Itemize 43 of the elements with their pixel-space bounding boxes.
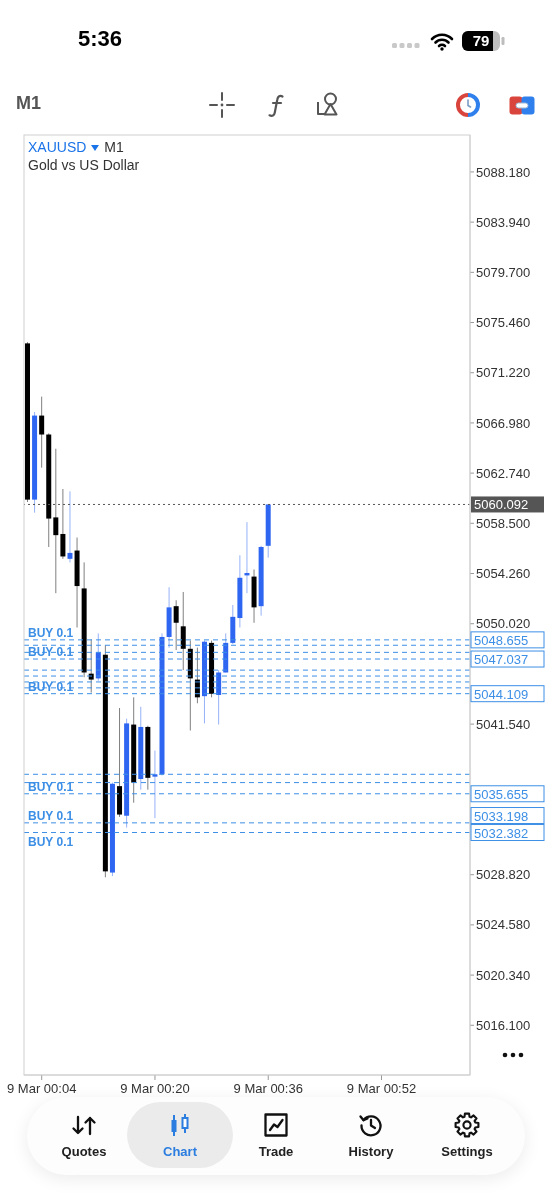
y-tick-label: 5071.220 xyxy=(476,365,531,381)
text: History xyxy=(347,1144,395,1159)
text: 5:36 xyxy=(78,26,123,52)
chart-title: XAUUSD xyxy=(28,139,87,156)
y-tick-label: 5075.460 xyxy=(476,315,531,331)
text: 5032.382 xyxy=(474,825,529,841)
y-tick-label: 5016.100 xyxy=(476,1017,531,1033)
ref-line-label: BUY 0.1 xyxy=(28,679,74,694)
y-tick-label: 5050.020 xyxy=(476,616,531,632)
text: Gold vs US Dollar xyxy=(28,157,140,174)
x-tick-label: 9 Mar 00:20 xyxy=(120,1081,190,1096)
ref-line-label: BUY 0.1 xyxy=(28,645,74,660)
y-tick-label: 5028.820 xyxy=(476,867,531,883)
text: 5033.198 xyxy=(474,808,529,824)
y-tick-label: 5020.340 xyxy=(476,967,531,983)
ref-line-label: BUY 0.1 xyxy=(28,779,74,794)
text: Trade xyxy=(257,1144,295,1159)
ref-line-label: BUY 0.1 xyxy=(28,834,74,849)
text: 5047.037 xyxy=(474,652,529,668)
y-tick-label: 5066.980 xyxy=(476,415,531,431)
y-tick-label: 5088.180 xyxy=(476,164,531,180)
y-tick-label: 5024.580 xyxy=(476,917,531,933)
y-tick-label: 5054.260 xyxy=(476,566,531,582)
text: 5044.109 xyxy=(474,686,529,702)
text: Settings xyxy=(440,1144,494,1159)
y-tick-label: 5083.940 xyxy=(476,214,531,230)
text: Quotes xyxy=(60,1144,108,1159)
text: 5048.655 xyxy=(474,632,529,648)
x-tick-label: 9 Mar 00:04 xyxy=(7,1081,77,1096)
text: M1 xyxy=(16,93,42,114)
y-tick-label: 5058.500 xyxy=(476,515,531,531)
y-tick-label: 5041.540 xyxy=(476,716,531,732)
text: 79 xyxy=(471,32,491,50)
y-tick-label: 5079.700 xyxy=(476,264,531,280)
ref-line-label: BUY 0.1 xyxy=(28,625,74,640)
y-tick-label: 5062.740 xyxy=(476,465,531,481)
text: Chart xyxy=(162,1144,198,1159)
x-tick-label: 9 Mar 00:36 xyxy=(233,1081,303,1096)
x-tick-label: 9 Mar 00:52 xyxy=(346,1081,417,1096)
ref-line-label: BUY 0.1 xyxy=(28,808,74,823)
annotation: M1 xyxy=(104,139,124,156)
text: 5060.092 xyxy=(474,497,529,513)
text: 5035.655 xyxy=(474,786,529,802)
